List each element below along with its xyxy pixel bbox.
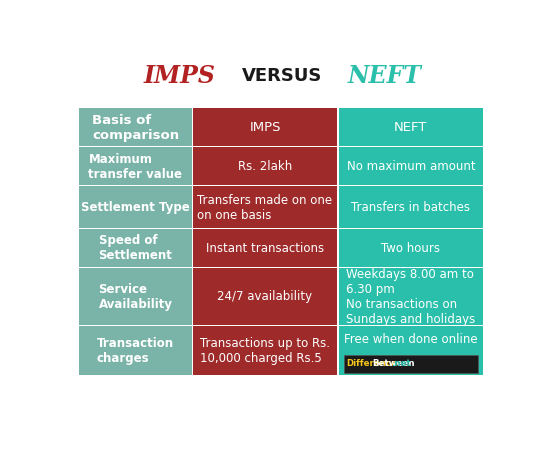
FancyBboxPatch shape: [79, 268, 191, 325]
Text: Two hours: Two hours: [381, 242, 441, 255]
FancyBboxPatch shape: [79, 109, 191, 146]
Text: Transactions up to Rs.
10,000 charged Rs.5: Transactions up to Rs. 10,000 charged Rs…: [200, 337, 330, 365]
Text: Service
Availability: Service Availability: [98, 283, 173, 311]
FancyBboxPatch shape: [79, 147, 191, 185]
Text: Rs. 2lakh: Rs. 2lakh: [238, 161, 292, 173]
Text: Transfers in batches: Transfers in batches: [351, 201, 470, 214]
Text: 24/7 availability: 24/7 availability: [217, 290, 312, 303]
FancyBboxPatch shape: [344, 355, 478, 373]
FancyBboxPatch shape: [339, 229, 483, 267]
Text: Maximum
transfer value: Maximum transfer value: [89, 153, 183, 181]
FancyBboxPatch shape: [339, 147, 483, 185]
Text: Speed of
Settlement: Speed of Settlement: [98, 234, 172, 262]
Text: Weekdays 8.00 am to
6.30 pm
No transactions on
Sundays and holidays: Weekdays 8.00 am to 6.30 pm No transacti…: [346, 268, 475, 326]
Text: NEFT: NEFT: [347, 64, 421, 88]
Text: NEFT: NEFT: [394, 121, 427, 134]
Text: Transaction
charges: Transaction charges: [97, 337, 174, 365]
Text: Instant transactions: Instant transactions: [206, 242, 324, 255]
Text: Between: Between: [372, 359, 415, 368]
FancyBboxPatch shape: [193, 186, 337, 228]
FancyBboxPatch shape: [339, 186, 483, 228]
FancyBboxPatch shape: [79, 326, 191, 375]
FancyBboxPatch shape: [339, 109, 483, 146]
FancyBboxPatch shape: [193, 147, 337, 185]
FancyBboxPatch shape: [339, 268, 483, 325]
FancyBboxPatch shape: [193, 268, 337, 325]
Text: Basis of
comparison: Basis of comparison: [92, 114, 179, 142]
FancyBboxPatch shape: [339, 326, 483, 375]
Text: Difference: Difference: [346, 359, 397, 368]
Text: IMPS: IMPS: [249, 121, 281, 134]
Text: Free when done online: Free when done online: [344, 334, 477, 346]
FancyBboxPatch shape: [193, 229, 337, 267]
FancyBboxPatch shape: [193, 109, 337, 146]
Text: Transfers made on one
on one basis: Transfers made on one on one basis: [197, 193, 333, 221]
FancyBboxPatch shape: [193, 326, 337, 375]
FancyBboxPatch shape: [79, 186, 191, 228]
Text: Settlement Type: Settlement Type: [81, 201, 190, 214]
Text: VERSUS: VERSUS: [241, 67, 322, 85]
Text: IMPS: IMPS: [144, 64, 216, 88]
Text: .net: .net: [390, 359, 410, 368]
Text: No maximum amount: No maximum amount: [346, 161, 475, 173]
FancyBboxPatch shape: [79, 229, 191, 267]
